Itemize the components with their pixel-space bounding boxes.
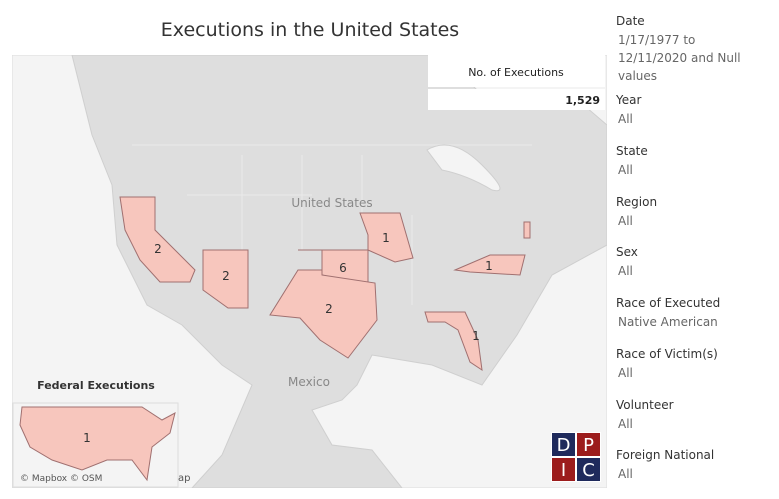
kpi-label: No. of Executions: [468, 66, 564, 79]
kpi-value: 1,529: [565, 94, 600, 107]
state-count: 1: [472, 329, 480, 343]
dashboard-title: Executions in the United States: [160, 19, 460, 41]
federal-shape: [19, 406, 176, 482]
state-shape: [424, 311, 483, 372]
logo-letter: C: [582, 460, 595, 481]
state-shape: [269, 269, 378, 359]
filter-value[interactable]: Native American: [618, 315, 718, 329]
filter-value[interactable]: All: [618, 163, 633, 177]
state-shape: [119, 196, 196, 283]
filter-label: Volunteer: [616, 398, 674, 412]
state-count: 6: [339, 261, 347, 275]
state-shape: [453, 254, 526, 276]
filter-value[interactable]: All: [618, 214, 633, 228]
filter-label: Foreign National: [616, 448, 715, 462]
filter-value[interactable]: All: [618, 112, 633, 126]
attribution: © Mapbox © OSM: [20, 474, 102, 484]
logo-cell: [552, 458, 575, 481]
logo-cell: [577, 458, 600, 481]
filter-label: Date: [616, 14, 645, 28]
map: No. of Executions 1,529 D PI C United Stat…: [12, 55, 607, 488]
state-count: 2: [325, 302, 333, 316]
filter-value[interactable]: All: [618, 366, 633, 380]
state-count: 1: [485, 259, 493, 273]
federal-count: 1: [83, 431, 91, 445]
filter-label: Year: [616, 93, 642, 107]
filter-label: Region: [616, 195, 658, 209]
filter-label: State: [616, 144, 648, 158]
logo-cell: [577, 433, 600, 456]
filter-value[interactable]: 1/17/1977 to 12/11/2020 and Null values: [618, 33, 741, 83]
filter-value[interactable]: All: [618, 264, 633, 278]
kpi-header: [428, 55, 605, 87]
place-label: Mexico: [288, 375, 330, 389]
state-shape: [359, 212, 414, 263]
state-count: 1: [382, 231, 390, 245]
state-shape: [202, 249, 249, 309]
logo-cell: [552, 433, 575, 456]
state-shape: [523, 221, 531, 239]
state-count: 2: [154, 242, 162, 256]
filter-label: Race of Executed: [616, 296, 721, 310]
logo-letter: I: [561, 460, 566, 481]
logo-letter: D: [557, 435, 571, 456]
kpi-value-box: [428, 89, 605, 110]
attribution-cut: ap: [178, 473, 190, 484]
filter-label: Sex: [616, 245, 638, 259]
logo-letter: P: [583, 435, 594, 456]
filter-label: Race of Victim(s): [616, 347, 718, 361]
state-count: 2: [222, 269, 230, 283]
filter-value[interactable]: All: [618, 417, 633, 431]
place-label: United States: [291, 196, 372, 210]
federal-title: Federal Executions: [37, 379, 155, 392]
filter-value[interactable]: All: [618, 467, 633, 481]
